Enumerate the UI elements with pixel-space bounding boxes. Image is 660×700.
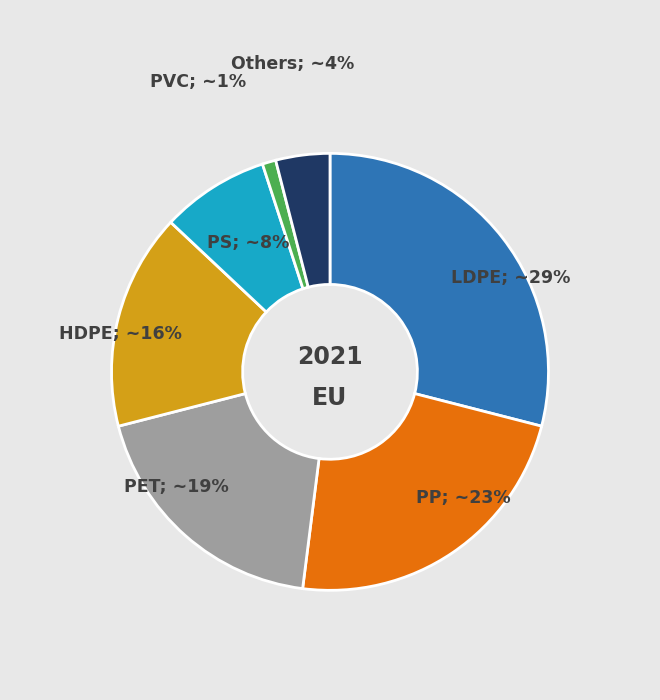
Text: HDPE; ~16%: HDPE; ~16% <box>59 325 182 343</box>
Wedge shape <box>276 153 330 287</box>
Wedge shape <box>171 164 303 312</box>
Text: LDPE; ~29%: LDPE; ~29% <box>451 269 570 287</box>
Text: PP; ~23%: PP; ~23% <box>416 489 511 508</box>
Text: PET; ~19%: PET; ~19% <box>124 477 229 496</box>
Wedge shape <box>118 393 319 589</box>
Wedge shape <box>330 153 548 426</box>
Wedge shape <box>263 160 308 288</box>
Text: 2021: 2021 <box>297 344 363 369</box>
Text: PS; ~8%: PS; ~8% <box>207 234 289 252</box>
Wedge shape <box>112 223 266 426</box>
Text: PVC; ~1%: PVC; ~1% <box>150 74 246 91</box>
Text: Others; ~4%: Others; ~4% <box>230 55 354 73</box>
Wedge shape <box>303 393 542 590</box>
Text: EU: EU <box>312 386 348 410</box>
